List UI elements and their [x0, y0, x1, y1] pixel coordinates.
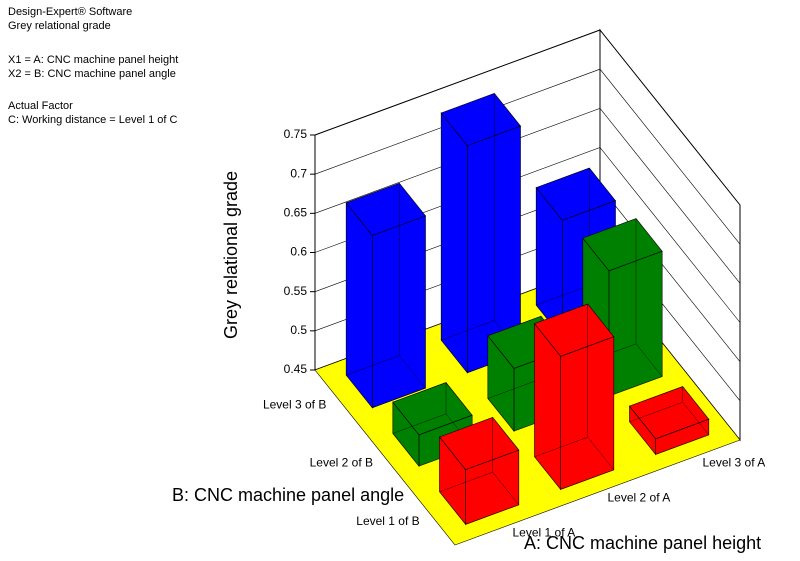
- y-tick-label: Level 2 of B: [310, 456, 373, 470]
- bar: [440, 93, 521, 374]
- z-axis-title: Grey relational grade: [221, 171, 241, 339]
- bar-face: [560, 336, 615, 490]
- z-tick-label: 0.75: [284, 127, 308, 141]
- note: X1 = A: CNC machine panel height: [8, 54, 178, 66]
- notes: Design-Expert® Software Grey relational …: [8, 6, 178, 126]
- z-tick-label: 0.7: [290, 166, 307, 180]
- z-tick-label: 0.65: [284, 206, 308, 220]
- grid-line: [314, 107, 741, 284]
- x-tick-label: Level 2 of A: [608, 491, 671, 505]
- note: Grey relational grade: [8, 20, 111, 32]
- x-tick-label: Level 3 of A: [703, 456, 766, 470]
- z-tick-label: 0.45: [284, 362, 308, 376]
- y-axis-title: B: CNC machine panel angle: [172, 485, 404, 505]
- bar-face: [608, 250, 663, 397]
- y-tick-label: Level 1 of B: [356, 514, 419, 528]
- bar: [439, 417, 520, 526]
- note: Design-Expert® Software: [8, 6, 132, 18]
- bar: [629, 386, 710, 456]
- bar: [534, 303, 615, 491]
- x-axis-title: A: CNC machine panel height: [524, 533, 761, 553]
- bar-face: [345, 201, 373, 409]
- z-tick-label: 0.55: [284, 284, 308, 298]
- bar-face: [371, 215, 426, 409]
- y-tick-label: Level 3 of B: [263, 397, 326, 411]
- grid-line: [314, 29, 741, 206]
- note: X2 = B: CNC machine panel angle: [8, 68, 176, 80]
- note: C: Working distance = Level 1 of C: [8, 114, 178, 126]
- note: Actual Factor: [8, 100, 73, 112]
- z-tick-label: 0.5: [290, 323, 307, 337]
- bar: [392, 382, 473, 467]
- bar: [345, 182, 426, 409]
- grid-line: [314, 68, 741, 245]
- z-tick-label: 0.6: [290, 245, 307, 259]
- x-tick-label: Level 1 of A: [513, 526, 576, 540]
- bar-face: [440, 112, 468, 374]
